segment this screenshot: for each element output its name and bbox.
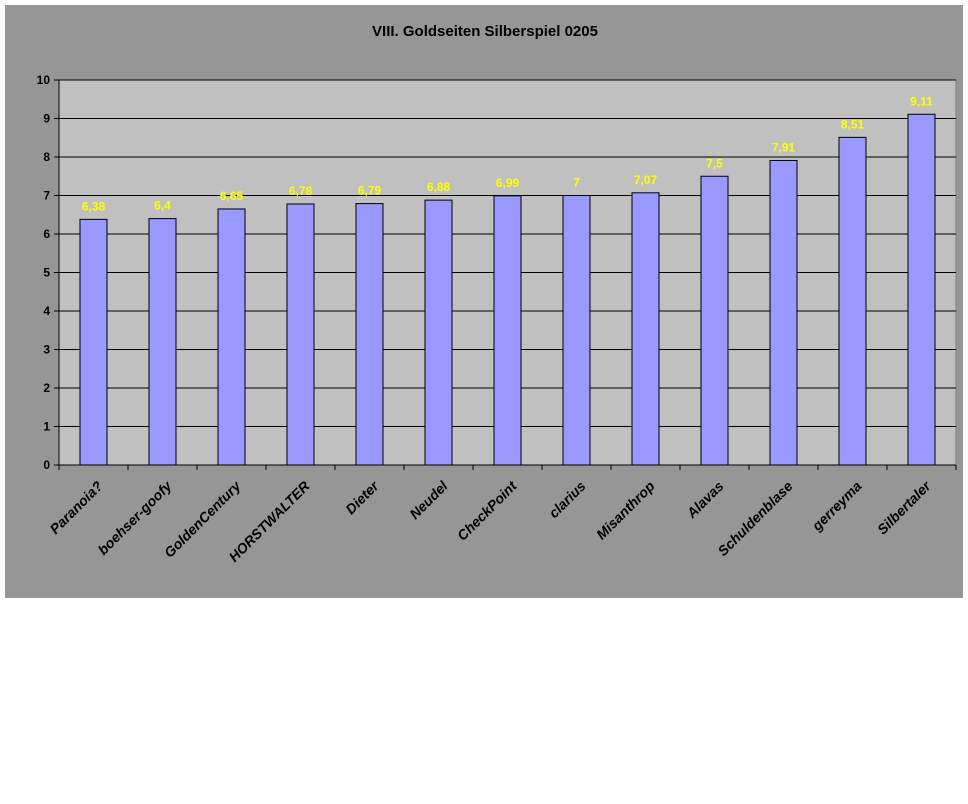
data-label: 6,78 [289, 184, 313, 198]
y-tick-labels: 0 1 2 3 4 5 6 7 8 9 10 [37, 73, 51, 472]
data-label: 9,11 [910, 94, 933, 108]
x-tick-label: clarius [545, 478, 588, 521]
data-label: 6,4 [154, 199, 171, 213]
bar [562, 195, 591, 466]
data-label: 6,79 [358, 184, 382, 198]
chart-area: VIII. Goldseiten Silberspiel 0205 0 1 2 3 4 5… [5, 5, 963, 598]
axes [54, 79, 957, 470]
data-label: 7 [573, 176, 580, 190]
y-tick-label: 5 [43, 266, 50, 280]
data-label: 6,38 [82, 199, 106, 213]
bar [286, 203, 315, 466]
bar [838, 136, 867, 466]
chart-title: VIII. Goldseiten Silberspiel 0205 [372, 23, 598, 40]
data-labels: 6,38 6,4 6,65 6,78 6,79 6,88 6,99 7 7,07 7,5 7,91 8… [82, 94, 933, 213]
data-label: 7,07 [634, 173, 658, 187]
x-tick-label: gerreyma [808, 478, 865, 535]
x-tick-label: Neudel [406, 477, 451, 522]
bar [148, 218, 177, 466]
bar [769, 159, 798, 466]
x-tick-labels: Paranoia?boehser-goofyGoldenCenturyHORST… [46, 477, 934, 565]
y-tick-label: 6 [43, 227, 50, 241]
bar-chart: VIII. Goldseiten Silberspiel 0205 0 1 2 3 4 5… [37, 23, 957, 565]
y-tick-label: 7 [43, 189, 50, 203]
bar [79, 218, 108, 466]
y-tick-label: 9 [43, 112, 50, 126]
x-tick-label: Alavas [683, 478, 727, 522]
data-label: 6,88 [427, 180, 451, 194]
data-label: 6,99 [496, 176, 520, 190]
data-label: 7,91 [772, 140, 796, 154]
gridlines [59, 79, 956, 427]
data-label: 7,5 [706, 156, 723, 170]
bar [700, 175, 729, 466]
y-tick-label: 3 [43, 343, 50, 357]
data-label: 8,51 [841, 117, 865, 131]
bar [631, 192, 660, 466]
x-tick-label: Dieter [342, 477, 382, 517]
data-label: 6,65 [220, 189, 244, 203]
y-tick-label: 2 [43, 381, 50, 395]
bar [907, 113, 936, 466]
y-tick-label: 4 [43, 304, 50, 318]
x-tick-label: Misanthrop [593, 477, 658, 542]
bar [424, 199, 453, 466]
bar [217, 208, 246, 466]
y-tick-label: 1 [43, 420, 50, 434]
x-tick-label: Silbertaler [874, 477, 935, 538]
x-tick-label: CheckPoint [454, 477, 521, 544]
y-tick-label: 0 [43, 458, 50, 472]
x-tick-label: Paranoia? [46, 478, 105, 537]
y-tick-label: 10 [37, 73, 51, 87]
y-tick-label: 8 [43, 150, 50, 164]
bar [493, 195, 522, 466]
x-tick-label: Schuldenblase [714, 478, 795, 559]
bar [355, 203, 384, 466]
